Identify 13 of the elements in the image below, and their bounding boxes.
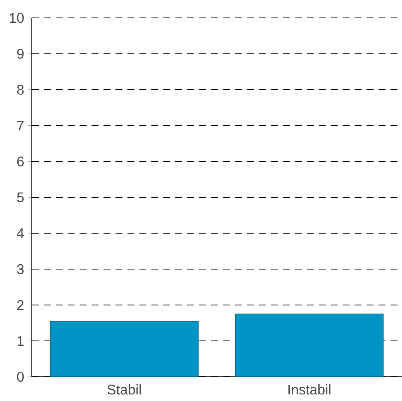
y-tick-label: 8 xyxy=(17,84,24,95)
y-tick-label: 3 xyxy=(17,264,24,274)
x-tick-label: Stabil xyxy=(108,384,142,395)
y-tick-label: 9 xyxy=(17,49,24,59)
y-tick-label: 7 xyxy=(17,120,24,131)
y-tick-label: 0 xyxy=(17,372,24,382)
x-tick-label: Instabil xyxy=(288,384,331,395)
y-tick-label: 4 xyxy=(17,228,24,238)
y-tick-label: 1 xyxy=(18,336,24,346)
y-tick-label: 10 xyxy=(10,13,24,24)
y-tick-label: 5 xyxy=(17,192,24,202)
y-tick-label: 2 xyxy=(17,300,24,310)
y-tick-label: 6 xyxy=(17,156,24,167)
